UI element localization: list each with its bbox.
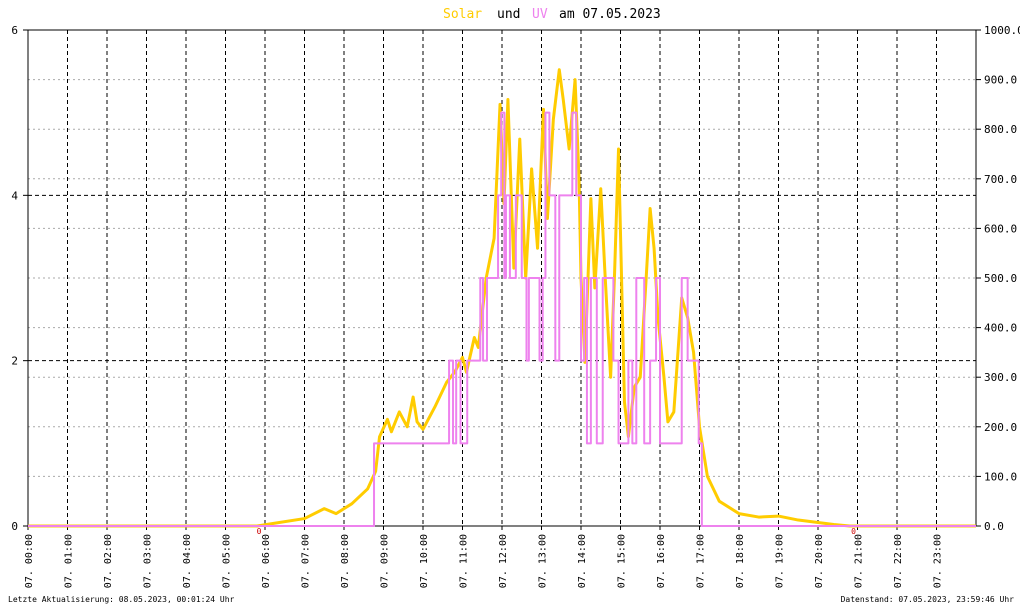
y-tick-label: 2 xyxy=(11,355,18,368)
annotation: 0 xyxy=(257,527,262,536)
y2-tick-label: 500.0 xyxy=(984,272,1017,285)
y2-tick-label: 800.0 xyxy=(984,123,1017,136)
chart-title: Solar und UV am 07.05.2023 xyxy=(443,7,661,22)
y2-tick-label: 900.0 xyxy=(984,74,1017,87)
x-tick-label: 07. 14:00 xyxy=(577,534,588,588)
y2-tick-label: 100.0 xyxy=(984,470,1017,483)
footer-left: Letzte Aktualisierung: 08.05.2023, 00:01… xyxy=(8,595,235,604)
series-line xyxy=(28,68,976,528)
series-line xyxy=(28,111,976,527)
x-tick-label: 07. 15:00 xyxy=(617,534,628,588)
x-tick-label: 07. 03:00 xyxy=(143,534,154,588)
title-connector: und xyxy=(497,7,520,22)
x-tick-label: 07. 08:00 xyxy=(340,534,351,588)
x-tick-label: 07. 09:00 xyxy=(380,534,391,588)
y2-tick-label: 300.0 xyxy=(984,371,1017,384)
plot-frame xyxy=(27,29,977,527)
y2-tick-label: 200.0 xyxy=(984,421,1017,434)
x-tick-label: 07. 16:00 xyxy=(656,534,667,588)
x-tick-label: 07. 12:00 xyxy=(498,534,509,588)
legend-solar: Solar xyxy=(443,7,482,22)
x-tick-label: 07. 13:00 xyxy=(538,534,549,588)
y2-tick-label: 600.0 xyxy=(984,222,1017,235)
y-tick-label: 6 xyxy=(11,24,18,37)
x-tick-label: 07. 07:00 xyxy=(301,534,312,588)
x-tick-label: 07. 23:00 xyxy=(933,534,944,588)
legend-uv: UV xyxy=(532,7,548,22)
x-tick-label: 07. 00:00 xyxy=(24,534,35,588)
x-tick-label: 07. 17:00 xyxy=(696,534,707,588)
x-tick-label: 07. 20:00 xyxy=(814,534,825,588)
y2-tick-label: 700.0 xyxy=(984,173,1017,186)
x-tick-label: 07. 10:00 xyxy=(419,534,430,588)
title-suffix: am 07.05.2023 xyxy=(559,7,661,22)
x-tick-label: 07. 21:00 xyxy=(854,534,865,588)
x-tick-label: 07. 05:00 xyxy=(222,534,233,588)
x-tick-label: 07. 19:00 xyxy=(775,534,786,588)
annotation: 0 xyxy=(851,527,856,536)
x-tick-label: 07. 01:00 xyxy=(64,534,75,588)
x-tick-label: 07. 02:00 xyxy=(103,534,114,588)
y2-tick-label: 0.0 xyxy=(984,520,1004,533)
y-tick-label: 4 xyxy=(11,189,18,202)
y-tick-label: 0 xyxy=(11,520,18,533)
x-tick-label: 07. 06:00 xyxy=(261,534,272,588)
x-tick-label: 07. 04:00 xyxy=(182,534,193,588)
y2-tick-label: 1000.0 xyxy=(984,24,1020,37)
x-tick-label: 07. 22:00 xyxy=(893,534,904,588)
footer-right: Datenstand: 07.05.2023, 23:59:46 Uhr xyxy=(841,595,1015,604)
y2-tick-label: 400.0 xyxy=(984,322,1017,335)
x-tick-label: 07. 11:00 xyxy=(459,534,470,588)
x-tick-label: 07. 18:00 xyxy=(735,534,746,588)
